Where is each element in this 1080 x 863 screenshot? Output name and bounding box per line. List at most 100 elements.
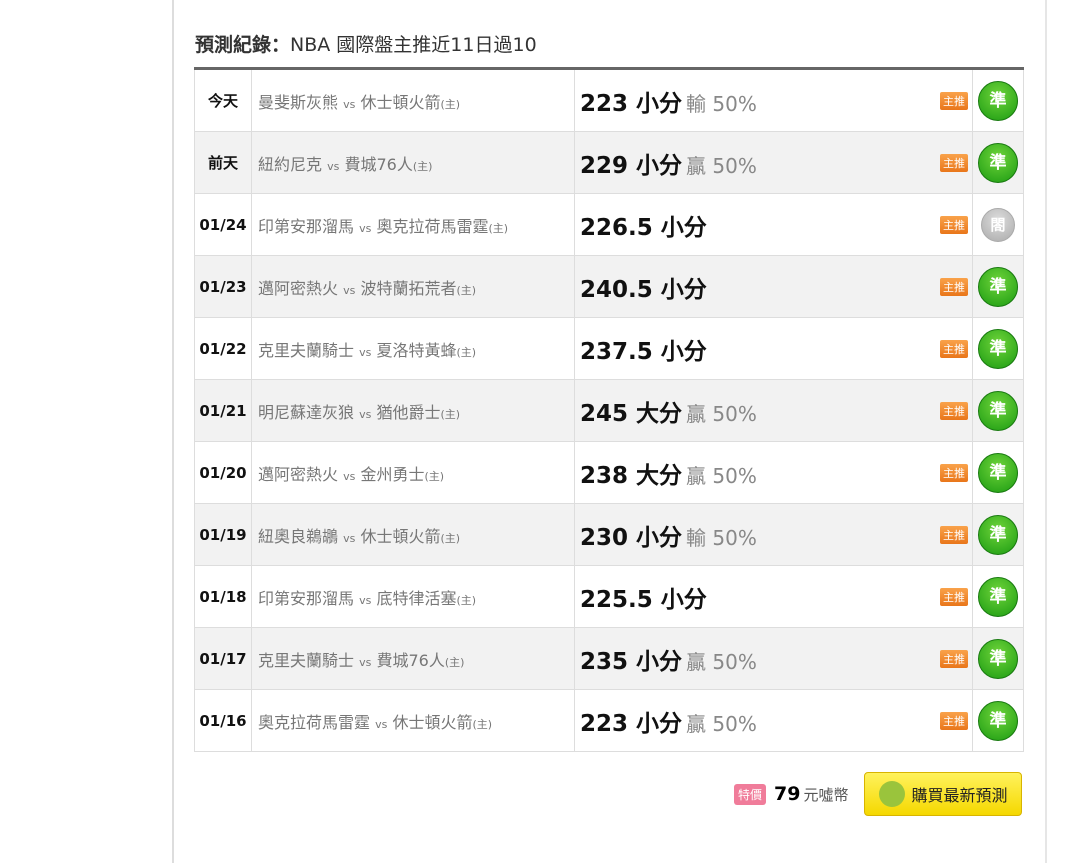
result-cell: 準 (972, 441, 1024, 504)
pick-line: 245 大分 (580, 400, 683, 427)
table-row: 01/23 邁阿密熱火 vs 波特蘭拓荒者(主) 240.5 小分 主推 準 (194, 255, 1024, 318)
result-cell: 準 (972, 131, 1024, 194)
home-mark: (主) (472, 717, 493, 731)
result-cell: 準 (972, 255, 1024, 318)
brand-logo-icon (879, 781, 906, 807)
vs-label: vs (327, 159, 340, 173)
pick-line: 230 小分 (580, 524, 683, 551)
away-team: 邁阿密熱火 (258, 278, 339, 298)
result-badge-icon: 準 (978, 514, 1018, 555)
result-badge-icon: 準 (978, 266, 1018, 307)
home-mark: (主) (488, 221, 509, 235)
away-team: 印第安那溜馬 (258, 216, 355, 236)
title-text: NBA 國際盤主推近11日過10 (290, 34, 537, 56)
row-date: 01/22 (194, 317, 252, 380)
result-badge-icon: 閤 (981, 207, 1015, 242)
row-date: 01/19 (194, 503, 252, 566)
matchup[interactable]: 奧克拉荷馬雷霆 vs 休士頓火箭(主) (251, 689, 575, 752)
main-pick-tag: 主推 (940, 278, 968, 296)
pick-cell: 223 小分贏 50% 主推 (574, 689, 973, 752)
main-pick-tag: 主推 (940, 154, 968, 172)
home-team: 休士頓火箭 (392, 712, 473, 732)
home-mark: (主) (456, 283, 477, 297)
result-cell: 準 (972, 68, 1024, 132)
away-team: 明尼蘇達灰狼 (258, 402, 355, 422)
vs-label: vs (359, 593, 372, 607)
main-pick-tag: 主推 (940, 526, 968, 544)
away-team: 克里夫蘭騎士 (258, 650, 355, 670)
away-team: 紐奧良鵜鶘 (258, 526, 339, 546)
home-team: 金州勇士 (360, 464, 425, 484)
vs-label: vs (359, 221, 372, 235)
matchup[interactable]: 紐約尼克 vs 費城76人(主) (251, 131, 575, 194)
matchup[interactable]: 克里夫蘭騎士 vs 費城76人(主) (251, 627, 575, 690)
left-border (172, 0, 174, 863)
matchup[interactable]: 曼斐斯灰熊 vs 休士頓火箭(主) (251, 68, 575, 132)
pick-line: 226.5 小分 (580, 214, 707, 241)
home-team: 費城76人 (344, 154, 413, 174)
row-date: 今天 (194, 68, 252, 132)
result-cell: 準 (972, 627, 1024, 690)
result-cell: 準 (972, 503, 1024, 566)
result-badge-icon: 準 (978, 452, 1018, 493)
result-badge-icon: 準 (978, 576, 1018, 617)
home-team: 休士頓火箭 (360, 92, 441, 112)
matchup[interactable]: 印第安那溜馬 vs 底特律活塞(主) (251, 565, 575, 628)
result-badge-icon: 準 (978, 638, 1018, 679)
home-team: 費城76人 (376, 650, 445, 670)
vs-label: vs (359, 407, 372, 421)
buy-label: 購買最新預測 (911, 786, 1008, 805)
row-date: 01/23 (194, 255, 252, 318)
vs-label: vs (343, 283, 356, 297)
home-mark: (主) (440, 407, 461, 421)
pick-line: 229 小分 (580, 152, 683, 179)
pick-result: 贏 50% (686, 649, 757, 674)
table-row: 01/21 明尼蘇達灰狼 vs 猶他爵士(主) 245 大分贏 50% 主推 準 (194, 379, 1024, 442)
home-team: 底特律活塞 (376, 588, 457, 608)
table-row: 01/22 克里夫蘭騎士 vs 夏洛特黃蜂(主) 237.5 小分 主推 準 (194, 317, 1024, 380)
buy-prediction-button[interactable]: 購買最新預測 (864, 772, 1023, 816)
main-pick-tag: 主推 (940, 650, 968, 668)
row-date: 01/24 (194, 193, 252, 256)
main-pick-tag: 主推 (940, 712, 968, 730)
pick-line: 225.5 小分 (580, 586, 707, 613)
pick-cell: 229 小分贏 50% 主推 (574, 131, 973, 194)
home-team: 波特蘭拓荒者 (360, 278, 457, 298)
table-row: 01/18 印第安那溜馬 vs 底特律活塞(主) 225.5 小分 主推 準 (194, 565, 1024, 628)
table-row: 前天 紐約尼克 vs 費城76人(主) 229 小分贏 50% 主推 準 (194, 131, 1024, 194)
home-team: 休士頓火箭 (360, 526, 441, 546)
pick-line: 238 大分 (580, 462, 683, 489)
pick-cell: 238 大分贏 50% 主推 (574, 441, 973, 504)
prediction-table: 今天 曼斐斯灰熊 vs 休士頓火箭(主) 223 小分輸 50% 主推 準前天 紐… (194, 67, 1024, 752)
home-team: 猶他爵士 (376, 402, 441, 422)
home-mark: (主) (456, 345, 477, 359)
result-badge-icon: 準 (978, 700, 1018, 741)
main-pick-tag: 主推 (940, 92, 968, 110)
home-mark: (主) (444, 655, 465, 669)
pick-cell: 230 小分輸 50% 主推 (574, 503, 973, 566)
result-badge-icon: 準 (978, 142, 1018, 183)
title-label: 預測紀錄： (195, 34, 291, 56)
pick-result: 輸 50% (686, 525, 757, 550)
pick-line: 240.5 小分 (580, 276, 707, 303)
main-pick-tag: 主推 (940, 464, 968, 482)
matchup[interactable]: 邁阿密熱火 vs 波特蘭拓荒者(主) (251, 255, 575, 318)
matchup[interactable]: 明尼蘇達灰狼 vs 猶他爵士(主) (251, 379, 575, 442)
pick-cell: 245 大分贏 50% 主推 (574, 379, 973, 442)
matchup[interactable]: 邁阿密熱火 vs 金州勇士(主) (251, 441, 575, 504)
result-cell: 準 (972, 565, 1024, 628)
result-cell: 準 (972, 379, 1024, 442)
vs-label: vs (359, 655, 372, 669)
matchup[interactable]: 印第安那溜馬 vs 奧克拉荷馬雷霆(主) (251, 193, 575, 256)
table-row: 今天 曼斐斯灰熊 vs 休士頓火箭(主) 223 小分輸 50% 主推 準 (194, 68, 1024, 132)
matchup[interactable]: 紐奧良鵜鶘 vs 休士頓火箭(主) (251, 503, 575, 566)
pick-result: 贏 50% (686, 401, 757, 426)
result-cell: 準 (972, 317, 1024, 380)
main-pick-tag: 主推 (940, 340, 968, 358)
matchup[interactable]: 克里夫蘭騎士 vs 夏洛特黃蜂(主) (251, 317, 575, 380)
price-unit: 元噓幣 (803, 785, 849, 804)
row-date: 01/21 (194, 379, 252, 442)
table-row: 01/19 紐奧良鵜鶘 vs 休士頓火箭(主) 230 小分輸 50% 主推 準 (194, 503, 1024, 566)
result-badge-icon: 準 (978, 328, 1018, 369)
row-date: 01/20 (194, 441, 252, 504)
